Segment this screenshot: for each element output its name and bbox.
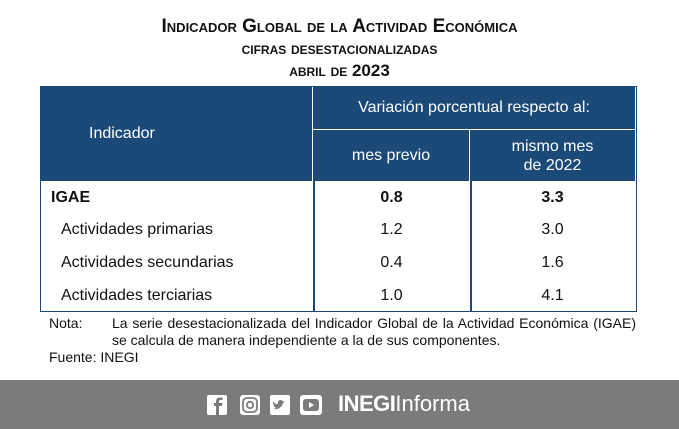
- value-cell: 4.1: [541, 287, 564, 304]
- source: Fuente: INEGI: [49, 349, 139, 365]
- note-text: La serie desestacionalizada del Indicado…: [112, 315, 636, 348]
- indicator-cell: Actividades primarias: [61, 221, 214, 238]
- value-cell: 0.8: [380, 189, 403, 206]
- footer-band: INEGIInforma: [0, 380, 679, 429]
- column-divider: [470, 181, 472, 311]
- indicator-cell: IGAE: [51, 189, 91, 206]
- group-header: Variación porcentual respecto al:: [313, 87, 635, 130]
- brand-strong: INEGI: [338, 391, 396, 416]
- value-cell: 1.2: [380, 221, 403, 238]
- brand: INEGIInforma: [338, 391, 470, 417]
- note-label: Nota:: [49, 315, 83, 331]
- period: abril de 2023: [289, 61, 390, 80]
- value-cell: 3.3: [541, 189, 564, 206]
- value-cell: 0.4: [380, 254, 403, 271]
- instagram-icon[interactable]: [240, 395, 260, 415]
- social-icons: [207, 395, 322, 415]
- indicator-cell: Actividades terciarias: [61, 287, 213, 304]
- title: Indicador Global de la Actividad Económi…: [161, 16, 518, 37]
- same-month-header: mismo mes de 2022: [470, 130, 635, 181]
- brand-suffix: Informa: [395, 391, 470, 416]
- value-cell: 3.0: [541, 221, 564, 238]
- subtitle: cifras desestacionalizadas: [241, 39, 438, 58]
- previous-header: mes previo: [313, 130, 470, 181]
- value-cell: 1.6: [541, 254, 564, 271]
- table: Indicador Variación porcentual respecto …: [40, 86, 637, 312]
- indicator-cell: Actividades secundarias: [61, 254, 234, 271]
- column-divider: [313, 181, 315, 311]
- value-cell: 1.0: [380, 287, 403, 304]
- same-month-label: mismo mes de 2022: [511, 137, 594, 174]
- indicator-header: Indicador: [41, 87, 313, 181]
